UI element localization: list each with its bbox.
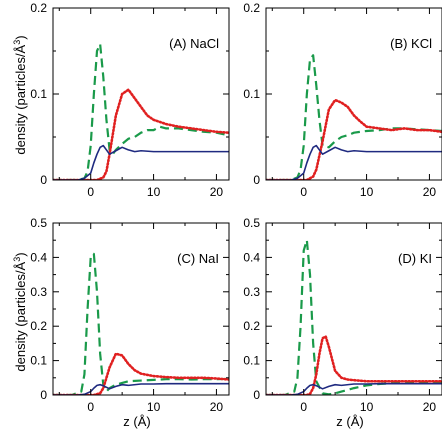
panel-d-ytick-label: 0.3 [243,285,260,299]
panel-a-label: (A) NaCl [169,36,219,51]
panel-a-frame [52,7,230,181]
panel-b-series [266,54,442,180]
panel-b-xtick-label: 20 [423,185,437,199]
panel-a-xtick-label: 20 [210,185,224,199]
panel-a-water-line [53,144,229,180]
xlabel-left: z (Å) [123,414,150,429]
panel-b-xtick-label: 0 [300,185,307,199]
panel-b-xtick-label: 10 [360,185,374,199]
panel-c: 0 10 20 0 0.1 0.2 0.3 0.4 0.5 (C) NaI [30,216,230,414]
panel-b-frame [265,7,442,181]
panel-b-water-line [266,144,442,180]
panel-c-ytick-label: 0 [40,388,47,402]
panel-d-frame [265,222,442,396]
panel-d-anion-line [266,335,442,395]
panel-b-cation-line [266,54,442,180]
panel-c-frame [52,222,230,396]
panel-c-ytick-label: 0.1 [30,354,47,368]
panel-b-label: (B) KCl [390,36,432,51]
panel-a-ytick-label: 0 [40,173,47,187]
panel-c-label: (C) NaI [177,251,219,266]
panel-d-ytick-label: 0.5 [243,216,260,230]
panel-d-xtick-label: 0 [300,400,307,414]
panel-d-ytick-label: 0.2 [243,319,260,333]
panel-c-anion-line [53,352,229,395]
panel-d-ytick-label: 0.4 [243,250,260,264]
panel-b-anion-line [266,98,442,180]
panel-a-xtick-label: 0 [87,185,94,199]
xlabel-right: z (Å) [336,414,363,429]
panel-d-label: (D) KI [398,251,432,266]
panel-a: 0 10 20 0 0.1 0.2 (A) NaCl [30,1,230,199]
panel-a-cation-line [53,43,229,180]
panel-a-ytick-label: 0.2 [30,1,47,15]
panel-a-xtick-label: 10 [147,185,161,199]
panel-c-ytick-label: 0.2 [30,319,47,333]
panel-c-water-line [53,382,229,395]
panel-d-ytick-label: 0.1 [243,354,260,368]
panel-c-ytick-label: 0.3 [30,285,47,299]
panel-b-ytick-label: 0.2 [243,1,260,15]
panel-d-series [266,239,442,395]
panel-c-xtick-label: 0 [87,400,94,414]
panel-b-ytick-label: 0 [253,173,260,187]
panel-d: 0 10 20 0 0.1 0.2 0.3 0.4 0.5 (D) KI [243,216,442,414]
panel-d-water-line [266,382,442,395]
panel-b-ytick-label: 0.1 [243,87,260,101]
panel-c-ytick-label: 0.5 [30,216,47,230]
panel-b: 0 10 20 0 0.1 0.2 (B) KCl [243,1,442,199]
panel-c-xtick-label: 20 [210,400,224,414]
panel-d-xtick-label: 20 [423,400,437,414]
panel-c-xtick-label: 10 [147,400,161,414]
panel-a-anion-line [53,88,229,180]
ylabel-bottom: density (particles/Å3) [12,252,28,371]
panel-c-ytick-label: 0.4 [30,250,47,264]
panel-d-ytick-label: 0 [253,388,260,402]
ylabel-top: density (particles/Å3) [12,35,28,154]
panel-a-ytick-label: 0.1 [30,87,47,101]
panel-d-xtick-label: 10 [360,400,374,414]
panel-c-series [53,252,229,395]
panel-a-series [53,43,229,180]
